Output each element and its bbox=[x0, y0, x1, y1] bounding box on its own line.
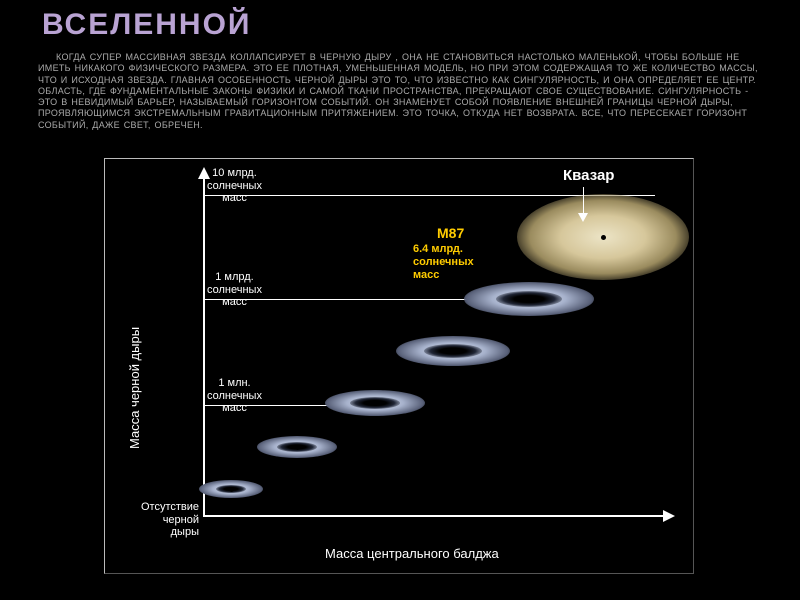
galaxy-disk bbox=[199, 480, 263, 498]
page-title: ВСЕЛЕННОЙ bbox=[0, 0, 800, 42]
black-hole-dot bbox=[373, 401, 378, 406]
black-hole-dot bbox=[295, 445, 300, 450]
tick-label: 1 млн. солнечных масс bbox=[207, 377, 262, 415]
black-hole-dot bbox=[229, 487, 234, 492]
black-hole-dot bbox=[601, 235, 606, 240]
origin-label: Отсутствие черной дыры bbox=[135, 501, 199, 539]
y-axis bbox=[203, 175, 205, 517]
quasar-pointer-line bbox=[583, 187, 584, 215]
y-axis-label: Масса черной дыры bbox=[127, 327, 142, 449]
black-hole-dot bbox=[527, 297, 532, 302]
tick-label: 1 млрд. солнечных масс bbox=[207, 271, 262, 309]
galaxy-disk bbox=[396, 336, 510, 366]
galaxy-disk bbox=[464, 282, 594, 316]
m87-mass-label: 6.4 млрд. солнечных масс bbox=[413, 243, 474, 283]
m87-label: M87 bbox=[437, 225, 464, 241]
tick-label: 10 млрд. солнечных масс bbox=[207, 167, 262, 205]
quasar-arrow-icon bbox=[578, 213, 588, 222]
galaxy-disk bbox=[325, 390, 425, 416]
x-axis bbox=[203, 515, 665, 517]
black-hole-dot bbox=[451, 349, 456, 354]
x-axis-arrow-icon bbox=[663, 510, 675, 522]
chart-frame: Масса черной дыры Масса центрального бал… bbox=[104, 158, 694, 574]
quasar-label: Квазар bbox=[563, 167, 614, 184]
x-axis-label: Масса центрального балджа bbox=[325, 546, 499, 561]
description-text: Когда супер массивная звезда коллапсируе… bbox=[0, 42, 800, 137]
galaxy-disk bbox=[257, 436, 337, 458]
mass-chart: Масса черной дыры Масса центрального бал… bbox=[105, 159, 693, 573]
